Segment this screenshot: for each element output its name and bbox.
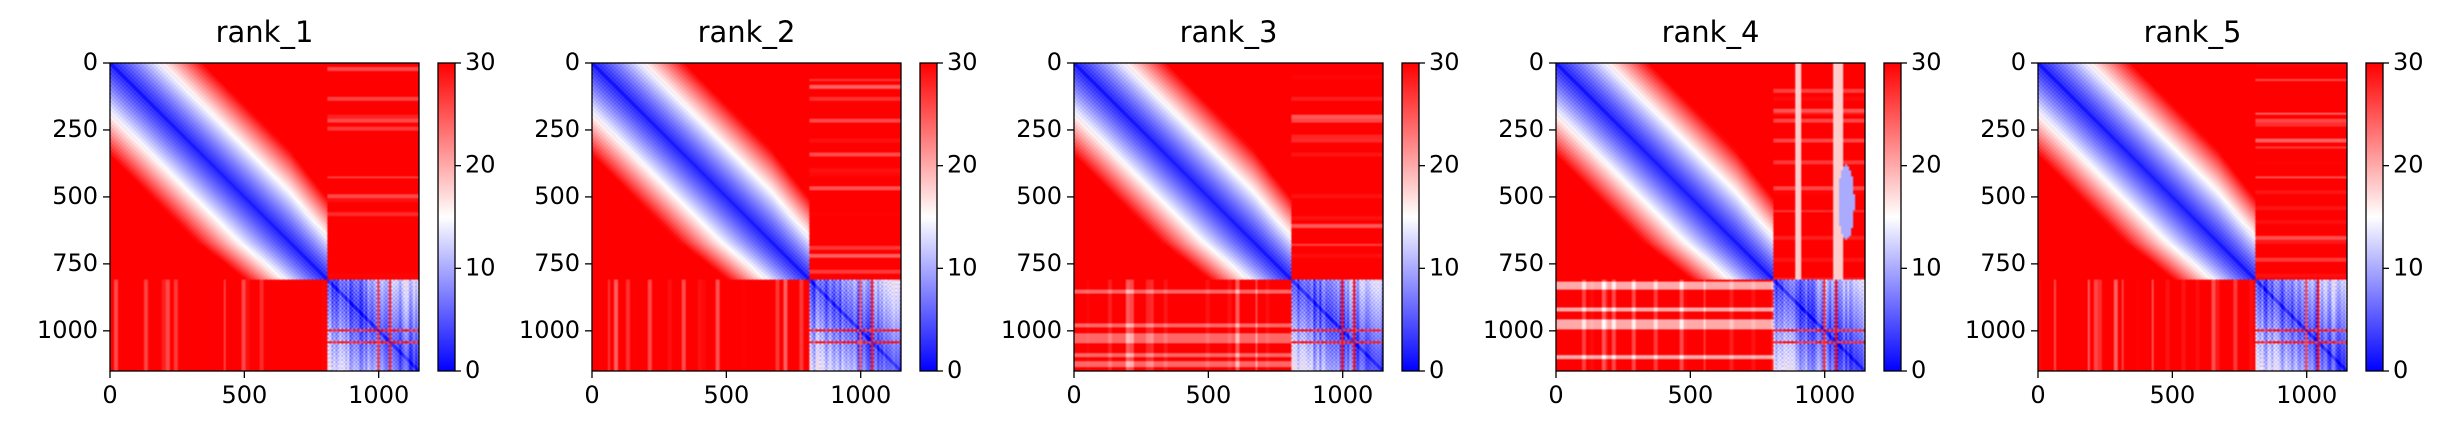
x-tick-label: 1000 xyxy=(830,381,891,409)
colorbar-tick-label: 30 xyxy=(1429,48,1460,76)
heatmap-panel-5: rank_5 0 500 1000 0 250 500 750 1000 0 10 20 30 xyxy=(1965,15,2424,409)
heatmap-image xyxy=(1074,63,1383,371)
colorbar-tick-label: 30 xyxy=(947,48,978,76)
y-tick-label: 750 xyxy=(1498,249,1544,277)
heatmap-panel-2: rank_2 0 500 1000 0 250 500 750 1000 0 10 20 30 xyxy=(519,15,978,409)
y-tick-label: 1000 xyxy=(1965,316,2026,344)
panel-title: rank_5 xyxy=(2144,15,2242,49)
y-tick-label: 500 xyxy=(1498,182,1544,210)
heatmap-panel-3: rank_3 0 500 1000 0 250 500 750 1000 0 10 20 30 xyxy=(1001,15,1460,409)
y-tick-label: 250 xyxy=(1980,115,2026,143)
colorbar-tick-label: 10 xyxy=(465,253,496,281)
panels-group: rank_10 500 1000025050075010000102030rank_… xyxy=(37,15,2424,409)
colorbar-tick-label: 20 xyxy=(465,151,496,179)
y-tick-label: 750 xyxy=(52,249,98,277)
panel-title: rank_3 xyxy=(1180,15,1278,49)
colorbar-tick-label: 10 xyxy=(2393,253,2424,281)
y-tick-label: 1000 xyxy=(37,316,98,344)
y-tick-label: 0 xyxy=(565,48,580,76)
y-tick-label: 0 xyxy=(1529,48,1544,76)
y-tick-label: 1000 xyxy=(519,316,580,344)
colorbar-tick-label: 10 xyxy=(1911,253,1942,281)
y-tick-label: 0 xyxy=(2011,48,2026,76)
x-tick-label: 500 xyxy=(2149,381,2195,409)
y-tick-label: 250 xyxy=(1016,115,1062,143)
colorbar-tick-label: 10 xyxy=(947,253,978,281)
colorbar-tick-label: 30 xyxy=(465,48,496,76)
x-tick-label: 1000 xyxy=(1312,381,1373,409)
heatmap-image xyxy=(110,63,419,371)
colorbar-tick-label: 0 xyxy=(1429,356,1444,384)
y-tick-label: 500 xyxy=(534,182,580,210)
colorbar-tick-label: 30 xyxy=(1911,48,1942,76)
y-tick-label: 1000 xyxy=(1483,316,1544,344)
colorbar-tick-label: 20 xyxy=(2393,151,2424,179)
x-tick-label: 1000 xyxy=(2276,381,2337,409)
x-tick-label: 500 xyxy=(1667,381,1713,409)
x-tick-label: 500 xyxy=(221,381,267,409)
y-tick-label: 500 xyxy=(1016,182,1062,210)
heatmap-frame xyxy=(1555,62,1866,372)
panel-title: rank_2 xyxy=(698,15,796,49)
y-tick-label: 1000 xyxy=(1001,316,1062,344)
y-tick-label: 250 xyxy=(1498,115,1544,143)
heatmap-image xyxy=(2038,63,2347,371)
y-tick-label: 500 xyxy=(1980,182,2026,210)
y-tick-label: 750 xyxy=(1016,249,1062,277)
x-tick-label: 0 xyxy=(2030,381,2045,409)
heatmap-frame xyxy=(2037,62,2348,372)
panel-title: rank_1 xyxy=(216,15,314,49)
colorbar-tick-label: 30 xyxy=(2393,48,2424,76)
x-tick-label: 500 xyxy=(1185,381,1231,409)
y-tick-label: 0 xyxy=(83,48,98,76)
y-tick-label: 500 xyxy=(52,182,98,210)
colorbar-tick-label: 20 xyxy=(1911,151,1942,179)
colorbar xyxy=(919,62,938,372)
x-tick-label: 0 xyxy=(1548,381,1563,409)
colorbar-tick-label: 0 xyxy=(1911,356,1926,384)
colorbar-tick-label: 10 xyxy=(1429,253,1460,281)
panel-title: rank_4 xyxy=(1662,15,1760,49)
x-tick-label: 0 xyxy=(1066,381,1081,409)
colorbar-tick-label: 0 xyxy=(2393,356,2408,384)
y-tick-label: 250 xyxy=(52,115,98,143)
colorbar-tick-label: 20 xyxy=(1429,151,1460,179)
heatmap-frame xyxy=(1073,62,1384,372)
colorbar-tick-label: 0 xyxy=(465,356,480,384)
colorbar xyxy=(1883,62,1902,372)
colorbar xyxy=(1401,62,1420,372)
x-tick-label: 0 xyxy=(584,381,599,409)
y-tick-label: 0 xyxy=(1047,48,1062,76)
y-tick-label: 750 xyxy=(1980,249,2026,277)
y-tick-label: 750 xyxy=(534,249,580,277)
y-tick-label: 250 xyxy=(534,115,580,143)
x-tick-label: 500 xyxy=(703,381,749,409)
colorbar-tick-label: 20 xyxy=(947,151,978,179)
heatmap-image xyxy=(1556,63,1865,371)
heatmap-image xyxy=(592,63,901,371)
colorbar xyxy=(2365,62,2384,372)
heatmap-panel-1: rank_1 0 500 1000 0 250 500 750 1000 0 10 20 30 xyxy=(37,15,496,409)
heatmap-frame xyxy=(109,62,420,372)
x-tick-label: 1000 xyxy=(1794,381,1855,409)
heatmap-frame xyxy=(591,62,902,372)
colorbar-tick-label: 0 xyxy=(947,356,962,384)
heatmap-panel-4: rank_4 0 500 1000 0 250 500 750 1000 0 10 20 30 xyxy=(1483,15,1942,409)
x-tick-label: 0 xyxy=(102,381,117,409)
x-tick-label: 1000 xyxy=(348,381,409,409)
colorbar xyxy=(437,62,456,372)
